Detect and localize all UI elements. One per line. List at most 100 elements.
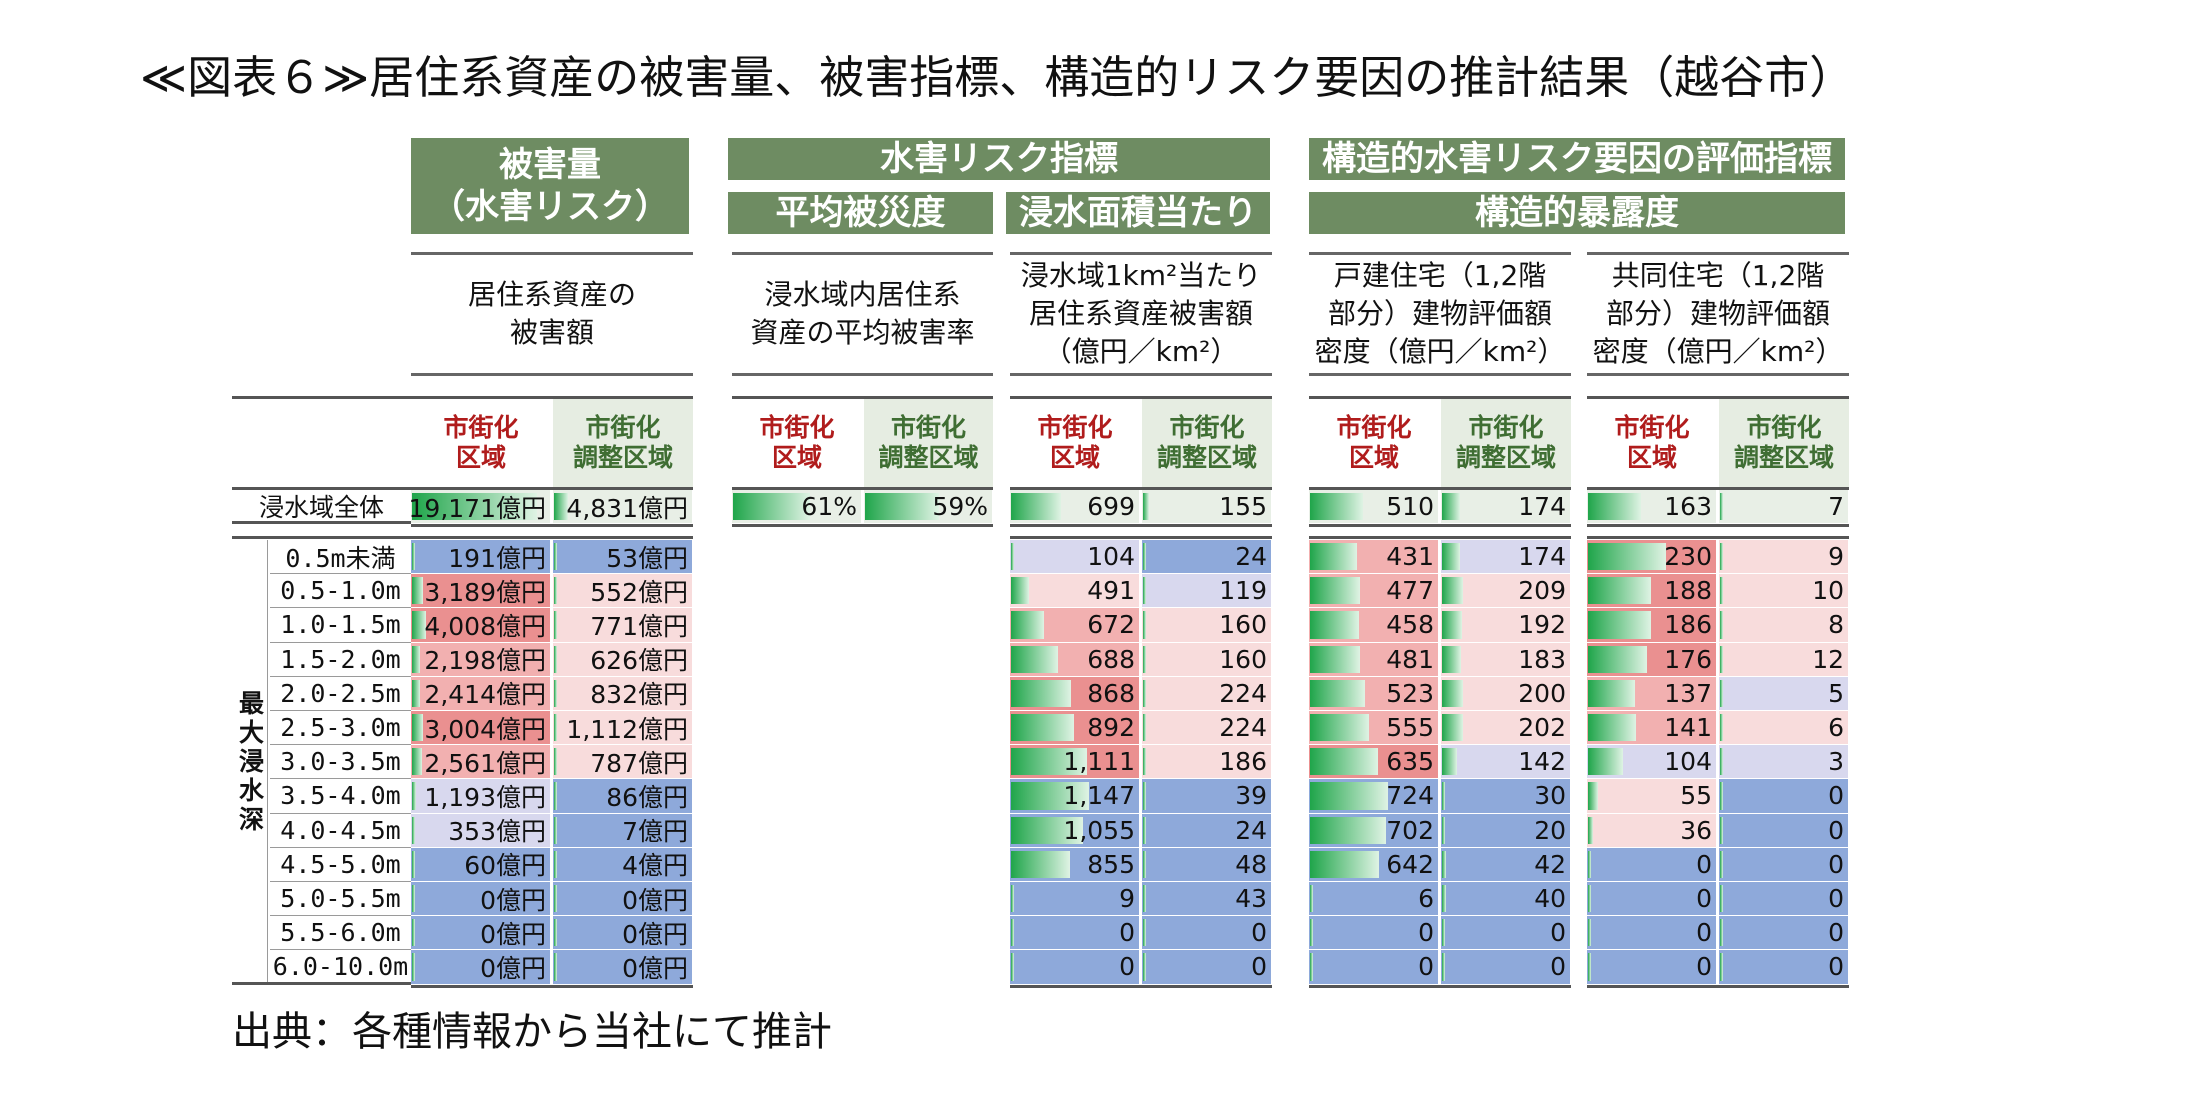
data-bar: [1588, 748, 1624, 776]
data-bar: [1011, 782, 1090, 810]
cell-value: 0: [1828, 952, 1844, 982]
table-cell-detached: 555: [1309, 711, 1439, 746]
data-bar: [1011, 493, 1062, 520]
table-cell-detached: 200: [1441, 676, 1571, 711]
depth-rows-top-line: [1010, 536, 1272, 539]
data-bar: [1310, 919, 1313, 947]
cell-value: 458: [1386, 610, 1434, 640]
table-cell-per_area: 119: [1142, 574, 1272, 609]
total-row-bottom-line: [732, 524, 993, 527]
col-header-urbanization-control-area: 市街化 調整区域: [1441, 399, 1571, 487]
table-cell-damage: 0億円: [553, 916, 693, 951]
data-bar: [412, 577, 423, 605]
table-cell-apartment: 186: [1587, 608, 1717, 643]
col-header-urbanization-area: 市街化 区域: [732, 399, 862, 487]
data-bar: [1011, 714, 1074, 742]
table-cell-per_area: 224: [1142, 676, 1272, 711]
table-cell-damage: 4,008億円: [411, 608, 551, 643]
cell-value: 0: [1828, 815, 1844, 845]
table-cell-apartment: 10: [1719, 574, 1849, 609]
data-bar: [554, 953, 557, 981]
table-cell-damage: 3,189億円: [411, 574, 551, 609]
table-cell-per_area: 868: [1010, 676, 1140, 711]
data-bar: [412, 543, 415, 571]
cell-value: 0: [1828, 918, 1844, 948]
table-cell-apartment: 0: [1587, 916, 1717, 951]
data-bar: [1310, 816, 1386, 844]
cell-value: 9: [1119, 884, 1135, 914]
data-bar: [1588, 816, 1594, 844]
cell-value: 0: [1696, 918, 1712, 948]
col-header-top-line: [1010, 396, 1272, 399]
table-cell-damage: 7億円: [553, 813, 693, 848]
structural-header: 構造的水害リスク要因の評価指標: [1309, 138, 1845, 180]
table-cell-damage: 832億円: [553, 676, 693, 711]
data-bar: [1143, 953, 1146, 981]
table-cell-apartment: 137: [1587, 676, 1717, 711]
data-bar: [1310, 679, 1366, 707]
table-cell-detached: 142: [1441, 745, 1571, 780]
cell-value: 137: [1664, 678, 1712, 708]
data-bar: [554, 782, 557, 810]
cell-value: 6: [1418, 884, 1434, 914]
data-bar: [1143, 645, 1146, 673]
data-bar: [1143, 850, 1146, 878]
cell-value: 0: [1418, 918, 1434, 948]
cell-value: 30: [1534, 781, 1566, 811]
cell-value: 119: [1219, 576, 1267, 606]
data-bar: [1720, 816, 1723, 844]
data-bar: [412, 885, 415, 913]
data-bar: [554, 645, 557, 673]
table-cell-detached: 174: [1441, 540, 1571, 575]
cell-value: 4,831億円: [566, 493, 688, 523]
table-cell-per_area: 672: [1010, 608, 1140, 643]
cell-value: 174: [1518, 492, 1566, 521]
table-cell-damage: 552億円: [553, 574, 693, 609]
subheader-avg-rate: 浸水域内居住系 資産の平均被害率: [732, 252, 993, 376]
data-bar: [412, 748, 422, 776]
table-cell-apartment: 36: [1587, 813, 1717, 848]
data-bar: [1720, 782, 1723, 810]
cell-value: 60億円: [464, 851, 546, 881]
cell-value: 192: [1518, 610, 1566, 640]
table-cell-per_area: 892: [1010, 711, 1140, 746]
data-bar: [1442, 577, 1464, 605]
data-bar: [1011, 919, 1014, 947]
cell-value: 510: [1386, 492, 1434, 521]
table-cell-damage: 0億円: [553, 882, 693, 917]
col-header-urbanization-area: 市街化 区域: [1010, 399, 1140, 487]
data-bar: [1588, 543, 1667, 571]
col-header-bottom-line: [1587, 487, 1849, 490]
cell-value: 1,111: [1063, 747, 1135, 777]
data-bar: [1143, 679, 1146, 707]
cell-value: 6: [1828, 713, 1844, 743]
table-cell-per_area: 1,055: [1010, 813, 1140, 848]
cell-value: 174: [1518, 542, 1566, 572]
col-header-bottom-line: [411, 487, 693, 490]
table-cell-detached: 6: [1309, 882, 1439, 917]
total-row-bottom-line: [411, 524, 693, 527]
cell-value: 200: [1518, 678, 1566, 708]
cell-value: 141: [1664, 713, 1712, 743]
data-bar: [865, 493, 939, 520]
table-cell-per_area: 688: [1010, 642, 1140, 677]
depth-row-label: 1.0-1.5m: [270, 608, 411, 643]
data-bar: [1442, 885, 1446, 913]
total-row-bottom-line: [1309, 524, 1571, 527]
table-cell-apartment: 141: [1587, 711, 1717, 746]
data-bar: [1143, 611, 1146, 639]
damage-header: 被害量 （水害リスク）: [411, 138, 689, 234]
cell-value: 43: [1235, 884, 1267, 914]
cell-value: 0億円: [622, 919, 688, 949]
cell-value: 10: [1812, 576, 1844, 606]
table-cell-apartment: 0: [1719, 950, 1849, 985]
table-cell-detached: 481: [1309, 642, 1439, 677]
table-cell-detached: 431: [1309, 540, 1439, 575]
cell-value: 53億円: [606, 543, 688, 573]
cell-value: 2,414億円: [424, 680, 546, 710]
col-header-urbanization-control-area: 市街化 調整区域: [553, 399, 693, 487]
cell-value: 832億円: [590, 680, 688, 710]
table-cell-apartment: 0: [1719, 882, 1849, 917]
depth-row-label: 2.5-3.0m: [270, 711, 411, 746]
table-cell-per_area: 1,147: [1010, 779, 1140, 814]
